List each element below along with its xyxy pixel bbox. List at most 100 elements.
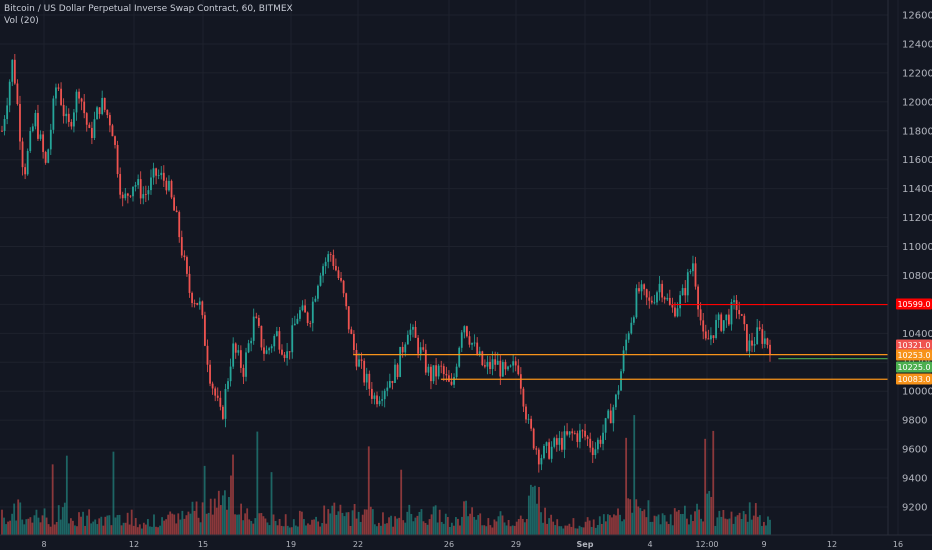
candle-body [335, 265, 337, 271]
volume-bar [560, 526, 563, 535]
volume-bar [65, 455, 68, 535]
volume-bar [72, 520, 74, 535]
volume-bar [568, 523, 571, 535]
candle-body [242, 367, 245, 377]
volume-bar [657, 514, 660, 535]
volume-bar [163, 520, 166, 535]
volume-bar [49, 526, 52, 535]
candle-body [468, 336, 471, 345]
volume-bar [69, 518, 72, 535]
candle-body [191, 292, 193, 304]
candle-body [88, 124, 91, 128]
volume-bar [426, 524, 429, 535]
candle-body [314, 298, 317, 302]
candle-body [116, 144, 119, 175]
volume-bar [384, 523, 386, 535]
volume-bar [92, 521, 95, 535]
y-tick-label: 9400 [902, 474, 927, 485]
candle-body [424, 349, 427, 373]
volume-bar [262, 516, 265, 535]
volume-bar [327, 509, 330, 535]
candle-body [617, 390, 620, 395]
candle-body [173, 197, 175, 211]
volume-bar [604, 521, 607, 535]
volume-bar [375, 526, 378, 535]
candle-body [206, 345, 209, 365]
volume-bar [410, 513, 413, 535]
volume-bar [690, 514, 692, 535]
volume-bar [250, 521, 253, 535]
volume-bar [609, 515, 611, 535]
candle-body [455, 366, 458, 378]
candle-body [458, 347, 461, 367]
candle-body [358, 359, 360, 367]
volume-bar [199, 522, 202, 535]
candle-body [725, 314, 728, 321]
y-tick-label: 12200 [902, 68, 932, 79]
volume-bar [582, 527, 585, 535]
candle-body [543, 445, 545, 459]
volume-bar [738, 512, 741, 535]
volume-bar [438, 509, 441, 535]
price-tag-label: 10225.0 [897, 363, 930, 372]
volume-bar [211, 514, 214, 535]
candle-body [80, 98, 83, 102]
candle-body [399, 346, 402, 377]
volume-bar [7, 521, 9, 535]
candle-body [368, 373, 371, 389]
volume-bar [144, 524, 147, 535]
candle-body [394, 364, 396, 383]
candle-body [144, 194, 147, 195]
candle-body [263, 347, 265, 354]
volume-bar [400, 469, 403, 535]
candle-body [37, 112, 39, 139]
candle-body [221, 406, 224, 419]
price-tag [896, 349, 932, 361]
volume-bar [106, 515, 109, 535]
volume-bar [264, 518, 267, 535]
volume-bar [185, 515, 188, 535]
volume-bar [556, 519, 559, 535]
candle-body [78, 91, 80, 99]
price-axis[interactable]: 12600 12400 12200 12000 11800 11600 11400 11200… [902, 11, 932, 514]
volume-bar [35, 509, 38, 535]
x-tick-label: 26 [444, 540, 454, 549]
volume-bar [290, 527, 293, 535]
volume-bar [479, 513, 482, 535]
x-tick-label: Sep [577, 540, 594, 549]
candle-body [1, 130, 3, 132]
candle-body [715, 320, 717, 339]
volume-bar [473, 516, 476, 535]
candle-body [373, 395, 376, 399]
volume-bar [179, 519, 182, 535]
candle-body [491, 359, 494, 369]
candle-body [681, 288, 684, 296]
volume-bar [746, 521, 749, 535]
volume-bar [671, 525, 674, 535]
candle-body [155, 168, 158, 176]
volume-bar [694, 511, 696, 535]
candle-body [142, 194, 145, 199]
level-lines [353, 303, 888, 380]
volume-bar [534, 485, 536, 535]
candle-body [29, 131, 32, 151]
candle-body [717, 314, 720, 321]
candle-body [124, 193, 127, 199]
candle-body [743, 315, 746, 325]
candle-body [579, 430, 581, 442]
volume-bar [248, 519, 251, 535]
candle-body [160, 172, 163, 176]
volume-bar [149, 526, 151, 535]
time-axis[interactable]: 8 12 15 19 22 26 29 Sep 4 12:00 9 12 16 [41, 540, 903, 549]
volume-bar [317, 521, 320, 535]
candle-body [612, 407, 615, 424]
candle-body [55, 87, 57, 99]
volume-bar [521, 518, 524, 535]
volume-bar [112, 451, 115, 535]
volume-bar [134, 518, 137, 535]
candle-body [442, 366, 445, 375]
volume-bar [477, 515, 480, 535]
volume-bar [363, 509, 366, 535]
